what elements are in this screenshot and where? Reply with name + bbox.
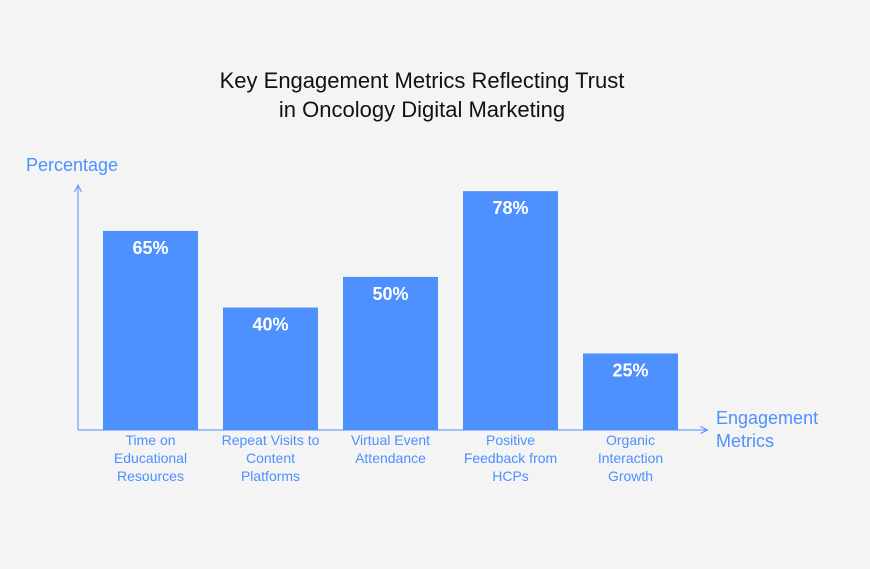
text-line: Metrics — [716, 431, 774, 451]
text-line: Organic — [606, 432, 655, 448]
bar — [463, 191, 558, 430]
text-line: Virtual Event — [351, 432, 430, 448]
x-axis-arrowhead — [700, 426, 709, 434]
bar-value-label: 50% — [372, 284, 408, 304]
bar-value-label: 78% — [492, 198, 528, 218]
text-line: in Oncology Digital Marketing — [279, 97, 565, 122]
category-label: Organic Interaction Growth — [598, 432, 663, 484]
category-label: Positive Feedback from HCPs — [464, 432, 557, 484]
bar-value-label: 25% — [612, 360, 648, 380]
bar — [223, 307, 318, 430]
text-line: Educational — [114, 450, 187, 466]
text-line: Content — [246, 450, 295, 466]
category-label: Time on Educational Resources — [114, 432, 187, 484]
chart-title: Key Engagement Metrics Reflecting Trust i… — [220, 68, 625, 122]
y-axis-label: Percentage — [26, 155, 118, 175]
text-line: Feedback from — [464, 450, 557, 466]
category-labels: Time on Educational Resources Repeat Visits… — [114, 432, 663, 484]
text-line: Positive — [486, 432, 535, 448]
text-line: Attendance — [355, 450, 426, 466]
bar — [583, 353, 678, 430]
bar-value-label: 40% — [252, 315, 288, 335]
bar — [343, 276, 438, 430]
text-line: Platforms — [241, 468, 300, 484]
category-label: Repeat Visits to Content Platforms — [222, 432, 320, 484]
text-line: Engagement — [716, 408, 818, 428]
category-label: Virtual Event Attendance — [351, 432, 430, 466]
text-line: HCPs — [492, 468, 529, 484]
bars-group — [103, 191, 678, 430]
bar-value-label: 65% — [132, 238, 168, 258]
text-line: Growth — [608, 468, 653, 484]
text-line: Key Engagement Metrics Reflecting Trust — [220, 68, 625, 93]
text-line: Time on — [125, 432, 175, 448]
x-axis-label: Engagement Metrics — [716, 408, 818, 451]
bar-value-labels: 65% 40% 50% 78% 25% — [132, 198, 648, 380]
text-line: Repeat Visits to — [222, 432, 320, 448]
bar — [103, 230, 198, 430]
text-line: Interaction — [598, 450, 663, 466]
y-axis-arrowhead — [74, 183, 82, 193]
text-line: Resources — [117, 468, 184, 484]
